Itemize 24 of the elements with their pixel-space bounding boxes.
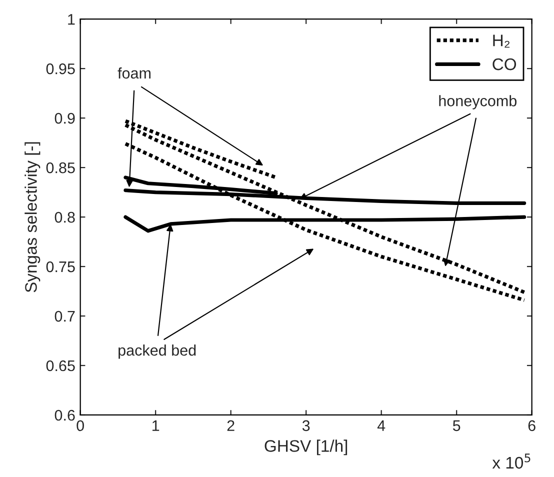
y-tick-label: 0.95 (46, 63, 75, 74)
y-axis-title: Syngas selectivity [-] (24, 142, 40, 292)
legend-label: H₂ (493, 34, 510, 48)
x-tick-label: 2 (227, 420, 234, 431)
x-tick-label: 3 (302, 420, 310, 432)
y-tick-label: 0.65 (46, 360, 75, 372)
y-tick-label: 0.9 (54, 112, 75, 124)
x-tick-label: 6 (528, 420, 536, 432)
x-tick-label: 0 (76, 420, 84, 432)
x-tick-label: 1 (152, 420, 160, 431)
annotation: foam (118, 67, 150, 79)
annotation: honeycomb (439, 95, 517, 110)
y-tick-label: 0.75 (46, 261, 75, 272)
y-tick-label: 0.7 (54, 310, 75, 322)
legend-label: CO (492, 58, 516, 70)
y-tick-label: 1 (68, 14, 75, 25)
x-tick-label: 5 (452, 420, 460, 432)
y-tick-label: 0.6 (54, 410, 75, 421)
y-tick-label: 0.85 (46, 162, 75, 174)
x-tick-label: 4 (377, 420, 386, 431)
text: x 10$^{5}$ (492, 454, 530, 469)
annotation: packed bed (118, 344, 196, 359)
y-tick-label: 0.8 (54, 212, 75, 223)
x-axis-title: GHSV [1/h] (264, 440, 348, 456)
